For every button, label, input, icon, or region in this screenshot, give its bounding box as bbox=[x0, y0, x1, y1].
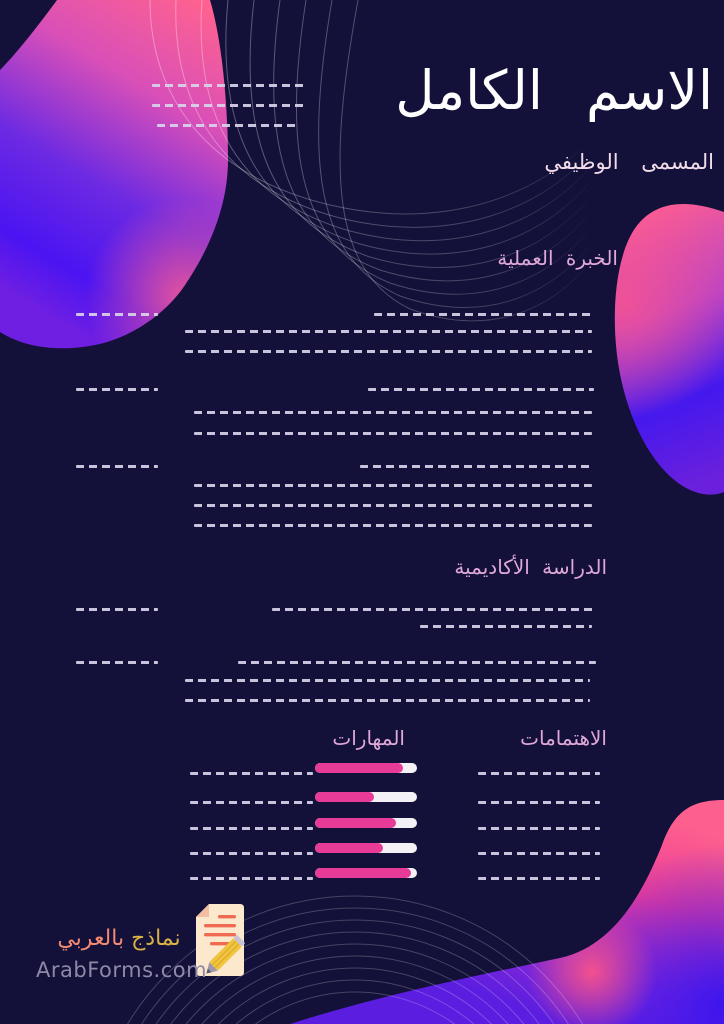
skill-label-placeholder bbox=[190, 827, 313, 830]
contour-lines-top bbox=[149, 0, 613, 322]
document-pencil-icon bbox=[196, 904, 245, 976]
skill-bar-fill bbox=[315, 818, 396, 828]
education-date-placeholder bbox=[76, 661, 158, 664]
experience-description-placeholder bbox=[194, 484, 592, 487]
experience-title-placeholder bbox=[374, 313, 592, 316]
experience-description-placeholder bbox=[194, 432, 592, 435]
skill-label-placeholder bbox=[190, 801, 313, 804]
skill-label-placeholder bbox=[190, 852, 313, 855]
skill-bar-fill bbox=[315, 792, 374, 802]
education-title-placeholder bbox=[238, 661, 596, 664]
skill-bar-fill bbox=[315, 868, 411, 878]
education-title-placeholder bbox=[272, 608, 596, 611]
interest-placeholder bbox=[478, 772, 600, 775]
interest-placeholder bbox=[478, 801, 600, 804]
interest-placeholder bbox=[478, 877, 600, 880]
skill-label-placeholder bbox=[190, 772, 313, 775]
top-left-gradient-blob bbox=[0, 0, 228, 349]
job-title: المسمى الوظيفي bbox=[544, 150, 714, 174]
skill-bar-track bbox=[315, 818, 417, 828]
skill-bar-fill bbox=[315, 843, 383, 853]
name-placeholder-line bbox=[152, 104, 305, 107]
education-description-placeholder bbox=[185, 699, 590, 702]
experience-title-placeholder bbox=[368, 388, 594, 391]
education-date-placeholder bbox=[76, 608, 158, 611]
section-title-experience: الخبرة العملية bbox=[497, 246, 618, 270]
brand-site-url[interactable]: ArabForms.com bbox=[36, 958, 208, 982]
interest-placeholder bbox=[478, 827, 600, 830]
experience-description-placeholder bbox=[185, 350, 592, 353]
brand-arabic-text[interactable]: نماذج بالعربي bbox=[38, 926, 200, 951]
experience-date-placeholder bbox=[76, 465, 158, 468]
name-placeholder-line bbox=[152, 84, 305, 87]
experience-description-placeholder bbox=[194, 411, 592, 414]
contour-circles-bottom bbox=[127, 895, 583, 1024]
education-description-placeholder bbox=[420, 625, 592, 628]
experience-description-placeholder bbox=[185, 330, 592, 333]
experience-date-placeholder bbox=[76, 313, 158, 316]
right-gradient-blob bbox=[614, 203, 724, 495]
education-description-placeholder bbox=[185, 679, 590, 682]
name-placeholder-line bbox=[157, 124, 300, 127]
section-title-interests: الاهتمامات bbox=[520, 726, 607, 750]
brand-word-inarabic: بالعربي bbox=[57, 926, 125, 951]
skill-bar-track bbox=[315, 763, 417, 773]
skill-bar-fill bbox=[315, 763, 403, 773]
skill-bar-track bbox=[315, 868, 417, 878]
brand-word-forms: نماذج bbox=[131, 926, 181, 951]
experience-date-placeholder bbox=[76, 388, 158, 391]
skill-label-placeholder bbox=[190, 877, 313, 880]
experience-description-placeholder bbox=[194, 504, 592, 507]
experience-description-placeholder bbox=[194, 524, 592, 527]
skill-bar-track bbox=[315, 792, 417, 802]
interest-placeholder bbox=[478, 852, 600, 855]
section-title-education: الدراسة الأكاديمية bbox=[454, 555, 607, 579]
section-title-skills: المهارات bbox=[332, 726, 405, 750]
full-name-title: الاسم الكامل bbox=[395, 59, 713, 122]
experience-title-placeholder bbox=[360, 465, 592, 468]
skill-bar-track bbox=[315, 843, 417, 853]
